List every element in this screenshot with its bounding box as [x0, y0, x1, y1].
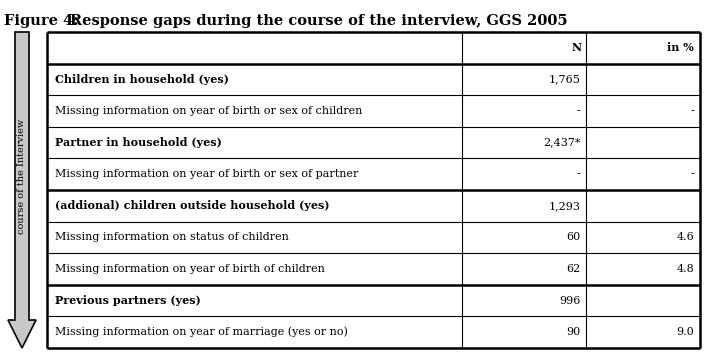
Text: -: -: [577, 106, 581, 116]
Text: -: -: [690, 106, 694, 116]
Text: 2,437*: 2,437*: [543, 137, 581, 147]
Polygon shape: [8, 32, 36, 348]
Text: in %: in %: [667, 42, 694, 53]
Text: Partner in household (yes): Partner in household (yes): [55, 137, 222, 148]
Text: -: -: [577, 169, 581, 179]
Text: 60: 60: [566, 232, 581, 242]
Text: Response gaps during the course of the interview, GGS 2005: Response gaps during the course of the i…: [70, 14, 568, 28]
Text: 4.8: 4.8: [676, 264, 694, 274]
Text: Missing information on year of birth or sex of partner: Missing information on year of birth or …: [55, 169, 358, 179]
Text: Missing information on status of children: Missing information on status of childre…: [55, 232, 289, 242]
Text: 1,293: 1,293: [549, 201, 581, 211]
Text: Missing information on year of marriage (yes or no): Missing information on year of marriage …: [55, 327, 348, 338]
Text: 62: 62: [566, 264, 581, 274]
Text: Missing information on year of birth of children: Missing information on year of birth of …: [55, 264, 325, 274]
Text: (addional) children outside household (yes): (addional) children outside household (y…: [55, 200, 329, 211]
Text: 1,765: 1,765: [549, 74, 581, 84]
Text: N: N: [571, 42, 582, 53]
Text: 996: 996: [559, 296, 581, 306]
Text: Children in household (yes): Children in household (yes): [55, 74, 229, 85]
Text: course of the Interview: course of the Interview: [18, 118, 26, 234]
Text: 9.0: 9.0: [676, 327, 694, 337]
Text: Missing information on year of birth or sex of children: Missing information on year of birth or …: [55, 106, 362, 116]
Text: 4.6: 4.6: [676, 232, 694, 242]
Text: -: -: [690, 169, 694, 179]
Text: Figure 4:: Figure 4:: [4, 14, 79, 28]
Text: 90: 90: [566, 327, 581, 337]
Text: Previous partners (yes): Previous partners (yes): [55, 295, 201, 306]
